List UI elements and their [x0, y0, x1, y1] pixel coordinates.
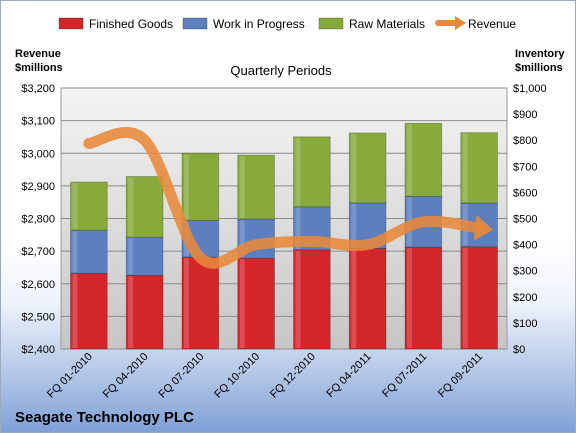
bar-raw-materials — [293, 136, 331, 208]
legend-label-work-in-progress: Work in Progress — [213, 17, 305, 31]
bar-raw-materials — [404, 122, 443, 197]
right-tick-label: $1,000 — [513, 83, 547, 95]
bar-highlight — [72, 274, 78, 348]
right-axis-title: Inventory $millions — [515, 47, 565, 75]
bar-finished-goods — [460, 246, 498, 350]
bar-highlight — [406, 248, 412, 348]
right-tick-label: $900 — [513, 109, 537, 121]
left-axis-title-line1: Revenue — [15, 48, 61, 60]
bar-highlight — [239, 220, 245, 258]
bar-highlight — [406, 124, 412, 196]
bar-finished-goods — [404, 246, 443, 350]
bar-highlight — [239, 156, 245, 219]
bar-highlight — [183, 258, 189, 348]
legend-label-revenue: Revenue — [468, 17, 516, 31]
x-axis-ticks: FQ 01-2010 FQ 04-2010 FQ 07-2010 FQ 10-2010… — [45, 351, 485, 401]
bar-highlight — [128, 276, 134, 348]
x-tick-label: FQ 10-2010 — [212, 351, 262, 401]
left-axis-title-line2: $millions — [15, 62, 63, 74]
bar-highlight — [295, 250, 301, 348]
legend: Finished Goods Work in Progress Raw Materi… — [58, 16, 516, 31]
bar-highlight — [351, 249, 357, 348]
right-tick-label: $0 — [513, 344, 525, 356]
legend-label-raw-materials: Raw Materials — [349, 17, 425, 31]
legend-label-finished-goods: Finished Goods — [89, 17, 173, 31]
x-tick-label: FQ 12-2010 — [268, 351, 318, 401]
left-axis-ticks: $2,400 $2,500 $2,600 $2,700 $2,800 $2,900 $3,0… — [21, 83, 55, 356]
left-tick-label: $2,800 — [21, 214, 55, 226]
x-tick-label: FQ 01-2010 — [45, 351, 95, 401]
bar-highlight — [239, 259, 245, 348]
bar-highlight — [128, 177, 134, 237]
bar-finished-goods — [293, 249, 331, 350]
bar-finished-goods — [348, 248, 387, 350]
left-tick-label: $3,000 — [21, 148, 55, 160]
legend-arrow-revenue — [455, 16, 466, 30]
bar-highlight — [295, 207, 301, 249]
bar-highlight — [351, 133, 357, 202]
bar-raw-materials — [70, 181, 108, 231]
legend-swatch-raw-materials — [318, 17, 344, 30]
bar-raw-materials — [348, 132, 387, 204]
bar-finished-goods — [181, 256, 220, 350]
right-tick-label: $200 — [513, 292, 537, 304]
bar-highlight — [351, 203, 357, 248]
right-tick-label: $300 — [513, 266, 537, 278]
right-axis-ticks: $0 $100 $200 $300 $400 $500 $600 $700 $800 $900 $1… — [513, 83, 547, 356]
bar-highlight — [462, 247, 468, 348]
x-tick-label: FQ 09-2011 — [436, 351, 485, 400]
legend-swatch-finished-goods — [58, 17, 84, 30]
x-tick-label: FQ 04-2010 — [101, 351, 151, 401]
left-tick-label: $2,600 — [21, 279, 55, 291]
left-axis-title: Revenue $millions — [15, 47, 63, 75]
left-tick-label: $3,200 — [21, 83, 55, 95]
right-axis-title-line2: $millions — [515, 62, 563, 74]
bar-highlight — [295, 137, 301, 206]
right-tick-label: $600 — [513, 187, 537, 199]
x-tick-label: FQ 04-2011 — [324, 351, 373, 400]
bar-highlight — [72, 231, 78, 273]
right-tick-label: $400 — [513, 240, 537, 252]
revenue-line-series — [83, 126, 494, 269]
bar-finished-goods — [70, 272, 108, 350]
plot-title: Quarterly Periods — [230, 63, 332, 78]
bar-raw-materials — [460, 132, 498, 204]
revenue-arrowhead — [473, 214, 494, 241]
bar-raw-materials — [181, 152, 220, 221]
bar-raw-materials — [125, 176, 164, 238]
bar-highlight — [72, 182, 78, 230]
revenue-line — [83, 126, 485, 269]
bar-finished-goods — [237, 257, 275, 350]
left-tick-label: $3,100 — [21, 116, 55, 128]
legend-swatch-work-in-progress — [182, 17, 208, 30]
x-tick-label: FQ 07-2010 — [157, 351, 207, 401]
right-tick-label: $800 — [513, 135, 537, 147]
right-axis-title-line1: Inventory — [515, 48, 565, 60]
bar-highlight — [183, 154, 189, 220]
right-tick-label: $500 — [513, 214, 537, 226]
left-tick-label: $2,700 — [21, 246, 55, 258]
right-tick-label: $700 — [513, 161, 537, 173]
left-tick-label: $2,500 — [21, 311, 55, 323]
x-tick-label: FQ 07-2011 — [380, 351, 429, 400]
bar-work-in-progress — [70, 229, 108, 274]
left-tick-label: $2,400 — [21, 344, 55, 356]
left-tick-label: $2,900 — [21, 181, 55, 193]
bar-highlight — [128, 238, 134, 275]
company-name: Seagate Technology PLC — [15, 409, 194, 426]
right-tick-label: $100 — [513, 318, 537, 330]
bar-raw-materials — [237, 154, 275, 220]
bar-highlight — [462, 133, 468, 203]
